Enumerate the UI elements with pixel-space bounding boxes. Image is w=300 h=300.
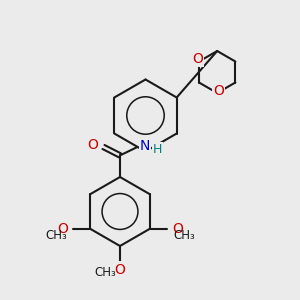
- Text: O: O: [57, 222, 68, 236]
- Text: O: O: [172, 222, 183, 236]
- Text: CH₃: CH₃: [94, 266, 116, 279]
- Text: CH₃: CH₃: [173, 229, 195, 242]
- Text: H: H: [153, 143, 162, 156]
- Text: CH₃: CH₃: [45, 229, 67, 242]
- Text: O: O: [115, 262, 125, 277]
- Text: O: O: [213, 84, 224, 98]
- Text: N: N: [140, 140, 150, 153]
- Text: O: O: [192, 52, 203, 66]
- Text: O: O: [87, 138, 98, 152]
